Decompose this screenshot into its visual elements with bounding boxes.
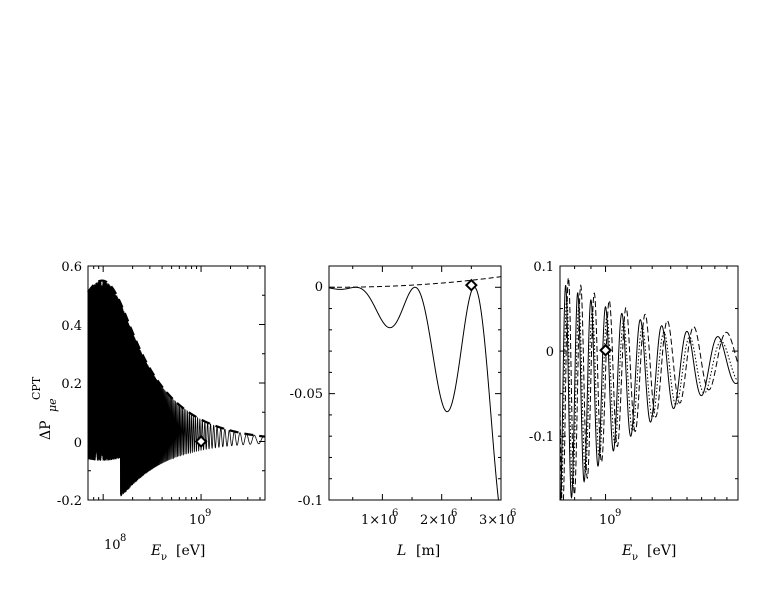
middle-series xyxy=(328,276,502,501)
middle-xtick-label-3e6: 3×10 6 xyxy=(479,508,516,528)
xlabel-unit: [m] xyxy=(416,543,440,559)
left-xtick-label-1e9: 10 9 xyxy=(189,508,211,528)
xlabel-var: E xyxy=(150,543,161,559)
middle-ticks xyxy=(329,265,502,501)
right-marker-diamond xyxy=(599,343,612,357)
mid-xtick-mant: 3×10 xyxy=(479,513,515,528)
mid-xtick-exp: 6 xyxy=(510,508,516,519)
middle-marker-diamond xyxy=(464,278,478,292)
middle-plot-frame xyxy=(328,265,502,501)
middle-x-axis-label: L [m] xyxy=(396,543,440,559)
left-y-axis-label: ΔP μe CPT xyxy=(30,376,59,440)
mid-xtick-mant: 1×10 xyxy=(361,513,397,528)
left-series xyxy=(87,279,266,497)
right-dashed-series xyxy=(559,276,739,501)
left-oscillation-series xyxy=(87,280,266,497)
right-series xyxy=(559,276,739,501)
right-ytick-label: 0 xyxy=(546,345,554,360)
right-ytick-label: -0.1 xyxy=(529,430,554,445)
panel-right: 0.1 0 -0.1 10 9 E ν [eV] xyxy=(529,260,739,563)
ylabel-sub: μe xyxy=(46,398,59,412)
left-marker-diamond xyxy=(194,435,208,448)
ylabel-sup: CPT xyxy=(30,376,43,400)
left-xtick-base: 10 xyxy=(189,513,206,528)
right-xtick-label-1e9: 10 9 xyxy=(599,508,621,528)
left-xtick-base: 10 xyxy=(104,538,121,553)
left-ytick-label: 0.6 xyxy=(61,260,82,275)
left-xtick-label-1e8: 10 8 xyxy=(104,533,126,553)
middle-ytick-label: -0.1 xyxy=(298,494,323,509)
middle-solid-series xyxy=(328,286,501,501)
middle-xtick-label-1e6: 1×10 6 xyxy=(361,508,398,528)
right-ytick-label: 0.1 xyxy=(533,260,554,275)
right-solid-series xyxy=(560,285,739,501)
mid-xtick-exp: 6 xyxy=(451,508,457,519)
mid-xtick-exp: 6 xyxy=(392,508,398,519)
left-ytick-label: -0.2 xyxy=(57,494,82,509)
right-xtick-exp: 9 xyxy=(615,508,621,519)
left-xtick-exp: 8 xyxy=(120,533,126,544)
xlabel-unit: [eV] xyxy=(647,543,676,559)
left-ytick-label: 0 xyxy=(74,436,82,451)
xlabel-sub: ν xyxy=(161,552,167,563)
middle-ytick-label: -0.05 xyxy=(290,387,323,402)
xlabel-var: E xyxy=(621,543,632,559)
right-xtick-base: 10 xyxy=(599,513,616,528)
panel-middle: 0 -0.05 -0.1 1×10 6 2×10 6 3×10 6 L [m] xyxy=(290,265,516,559)
middle-ytick-label: 0 xyxy=(315,280,323,295)
left-ytick-label: 0.4 xyxy=(61,319,82,334)
right-x-axis-label: E ν [eV] xyxy=(621,543,676,563)
right-dotted-series xyxy=(559,297,739,501)
left-xtick-exp: 9 xyxy=(205,508,211,519)
panel-left: 10 8 10 9 0.6 0.4 0.2 0 -0.2 ΔP μe CPT E… xyxy=(30,260,266,563)
mid-xtick-mant: 2×10 xyxy=(420,513,456,528)
xlabel-sub: ν xyxy=(632,552,638,563)
xlabel-var: L xyxy=(396,543,406,559)
middle-xtick-label-2e6: 2×10 6 xyxy=(420,508,457,528)
left-x-axis-label: E ν [eV] xyxy=(150,543,205,563)
ylabel-main: ΔP xyxy=(38,420,54,440)
left-envelope-series xyxy=(87,279,266,438)
xlabel-unit: [eV] xyxy=(176,543,205,559)
left-ytick-label: 0.2 xyxy=(61,377,82,392)
